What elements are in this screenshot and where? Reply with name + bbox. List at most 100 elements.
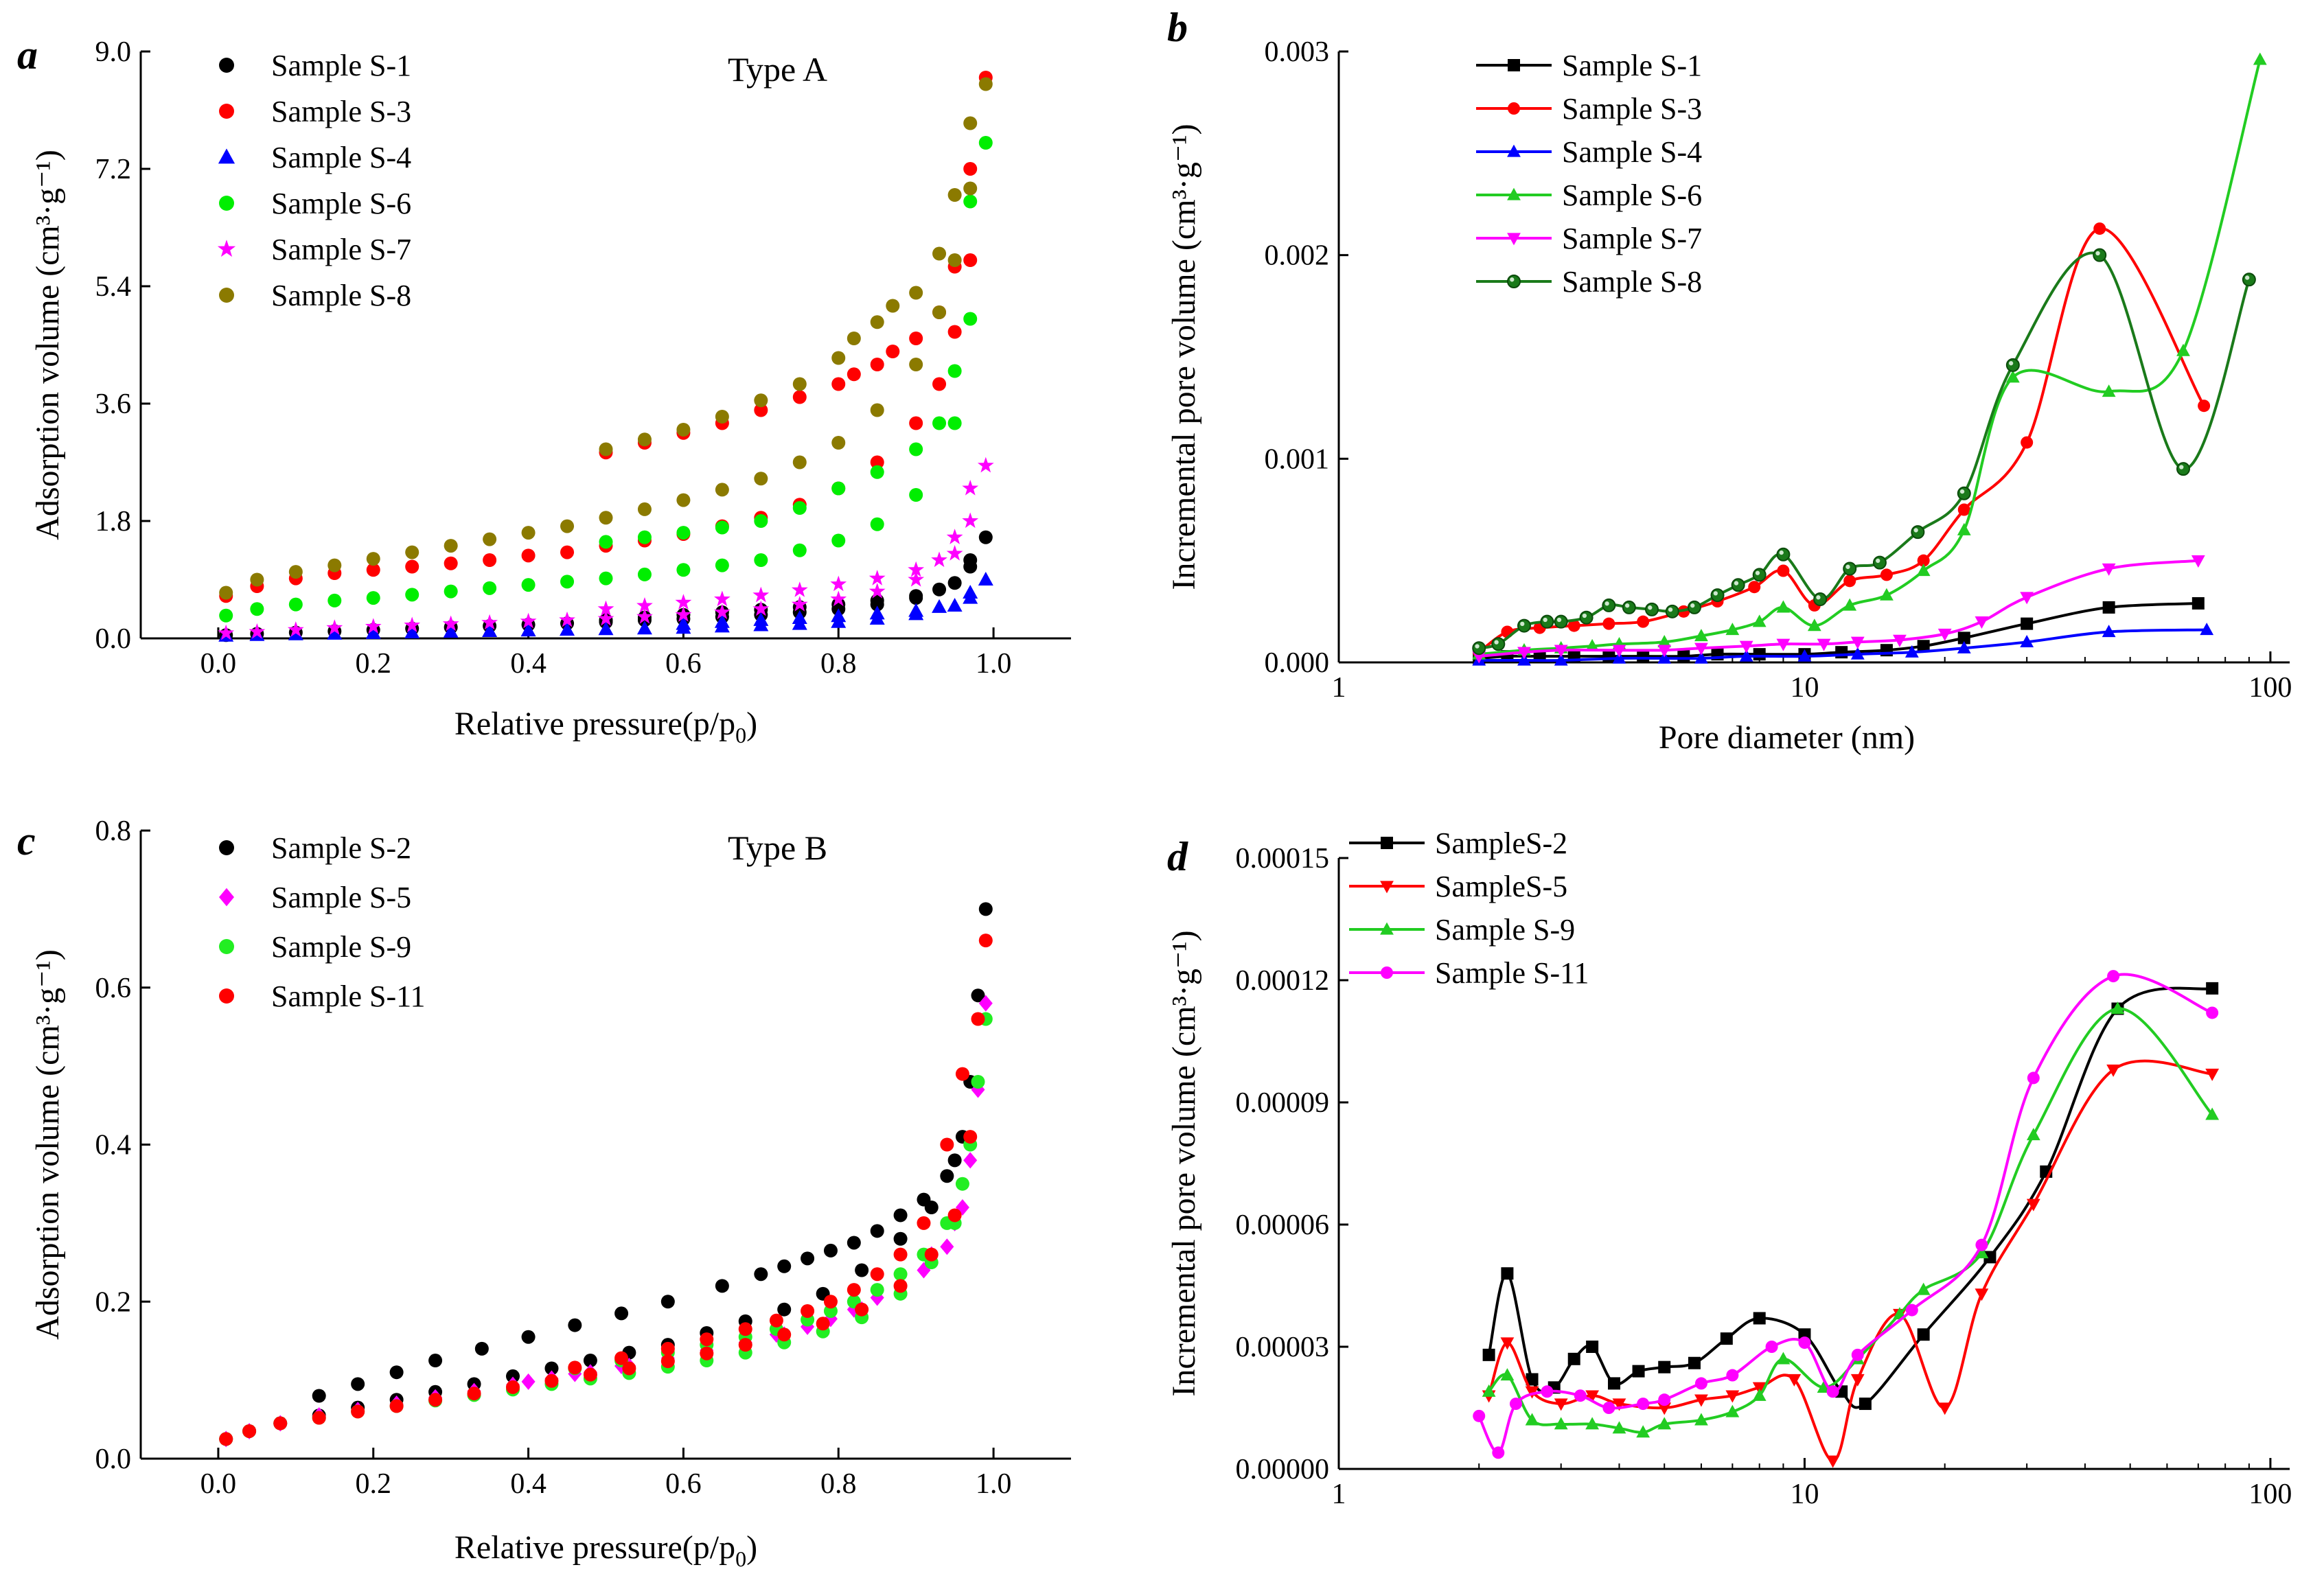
legend-entry: SampleS-5: [1349, 870, 1567, 903]
legend-label: SampleS-5: [1435, 870, 1567, 903]
data-point: [1905, 1304, 1918, 1317]
legend-entry: Sample S-3: [219, 95, 411, 128]
legend-marker: [1507, 144, 1521, 157]
data-point: [1658, 1393, 1671, 1406]
data-point: [1658, 1360, 1671, 1374]
data-point: [560, 575, 575, 589]
x-tick-label: 0.8: [820, 648, 857, 680]
data-point: [971, 988, 985, 1003]
data-point: [754, 514, 768, 528]
data-point: [521, 1330, 536, 1344]
x-tick-label: 0.4: [510, 1468, 547, 1500]
data-point: [978, 77, 993, 91]
data-point: [1554, 645, 1568, 658]
data-point: [908, 571, 925, 587]
y-tick-label: 3.6: [95, 389, 132, 420]
data-point: [676, 423, 691, 437]
x-tick-label: 0.2: [356, 648, 392, 680]
data-point: [1826, 1455, 1840, 1468]
data-point: [2102, 625, 2116, 638]
series-sample-s-7: [218, 456, 994, 640]
legend-entry: Sample S-11: [1349, 956, 1589, 990]
data-point: [2206, 1006, 2219, 1019]
data-point: [1917, 640, 1930, 653]
data-point: [1851, 1348, 1864, 1361]
data-point: [1688, 1356, 1701, 1369]
data-point: [870, 403, 884, 417]
data-point: [1725, 1390, 1740, 1403]
data-point: [365, 618, 382, 634]
data-point: [676, 616, 691, 630]
data-point: [219, 586, 233, 600]
data-point: [1585, 1390, 1600, 1403]
data-point: [2020, 634, 2034, 647]
data-point: [1937, 628, 1952, 641]
data-point-highlight: [1475, 644, 1480, 649]
data-point: [366, 591, 380, 605]
data-point-highlight: [1779, 550, 1784, 555]
data-point: [2093, 222, 2106, 235]
data-point: [847, 1236, 861, 1250]
panel-d: 0.00000 0.00003 0.00006 0.00009 0.00012 0.000…: [1166, 826, 2292, 1510]
legend-label: Sample S-6: [1562, 178, 1702, 212]
data-point: [1975, 616, 1989, 629]
data-point: [1509, 1398, 1522, 1411]
data-point: [1657, 651, 1672, 664]
data-point: [909, 358, 923, 371]
data-point-highlight: [1845, 564, 1850, 569]
data-point: [971, 1075, 985, 1089]
x-tick-label: 10: [1790, 1479, 1819, 1510]
data-point: [568, 1318, 582, 1332]
data-point: [1517, 618, 1531, 633]
data-point: [752, 600, 770, 616]
data-point: [893, 1247, 908, 1262]
y-tick-label: 1.8: [95, 506, 132, 537]
data-point: [1637, 615, 1650, 628]
data-point: [1975, 1238, 1988, 1251]
data-point: [769, 1313, 783, 1328]
legend-label: Sample S-9: [271, 930, 411, 964]
data-point: [1637, 1398, 1650, 1411]
data-point: [389, 1399, 404, 1413]
data-point: [893, 1231, 908, 1246]
data-point: [1665, 604, 1679, 618]
data-point: [273, 1416, 288, 1430]
legend-label: Sample S-2: [271, 831, 411, 865]
data-point: [1687, 600, 1701, 614]
data-point-highlight: [2179, 465, 2184, 470]
data-point: [947, 253, 962, 267]
data-point: [1776, 1352, 1791, 1365]
data-point: [1612, 1398, 1626, 1411]
data-point: [963, 253, 978, 267]
legend-marker: [219, 888, 234, 907]
data-point: [1710, 588, 1725, 603]
x-tick-label: 0.0: [200, 648, 237, 680]
data-point: [2110, 1001, 2125, 1015]
data-point: [1500, 1337, 1515, 1350]
legend-label: SampleS-2: [1435, 826, 1567, 860]
legend-label: Sample S-11: [1435, 956, 1589, 990]
data-point: [963, 162, 978, 176]
data-point: [442, 615, 459, 632]
data-point: [599, 535, 613, 549]
data-point: [2206, 982, 2219, 995]
legend-marker: [1380, 881, 1394, 894]
legend-marker: [1507, 187, 1521, 200]
x-tick-label: 0.6: [665, 648, 702, 680]
data-point: [481, 614, 498, 630]
data-point: [1694, 629, 1708, 642]
data-point: [909, 416, 923, 430]
data-point: [636, 597, 653, 613]
legend-entry: Sample S-4: [1476, 135, 1702, 169]
data-point: [1975, 1288, 1989, 1301]
data-point: [1777, 564, 1790, 577]
data-point: [1787, 1374, 1802, 1387]
data-point: [831, 436, 846, 450]
data-point: [1893, 634, 1907, 647]
data-point: [2205, 1068, 2220, 1081]
data-point: [791, 581, 808, 597]
y-tick-label: 5.4: [95, 271, 132, 303]
series-line: [1477, 973, 2213, 1455]
data-point-highlight: [1668, 607, 1673, 612]
